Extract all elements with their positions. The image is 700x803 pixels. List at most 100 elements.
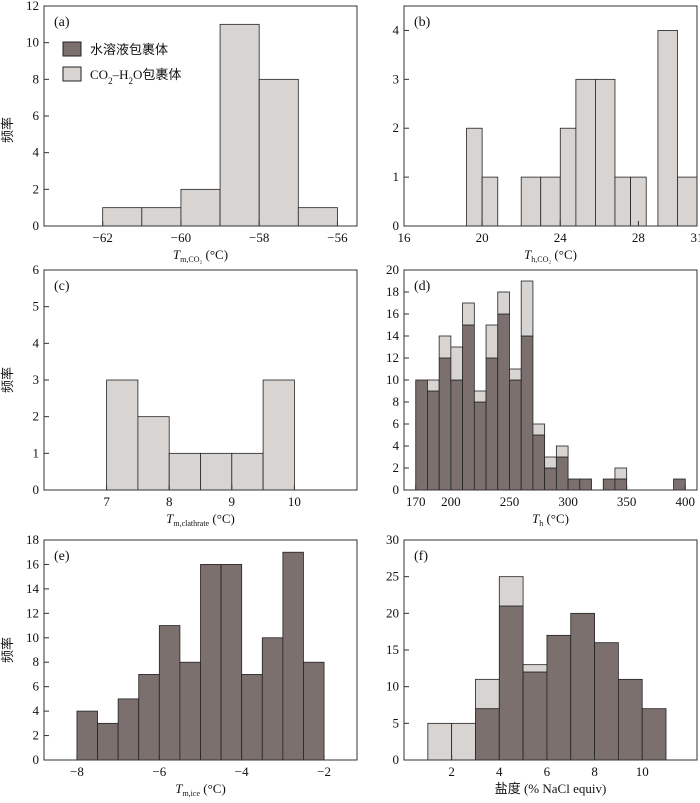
xtick-label-e-1: −6 [152, 764, 166, 779]
ytick-label-f-3: 15 [386, 642, 399, 657]
panel-d: 0 2 4 6 8 10 12 14 16 18 20 170 200 250 300 350 400 (d) Th… [386, 262, 698, 528]
bar-aqueous-d-0 [415, 379, 428, 491]
ytick-label-f-0: 0 [393, 752, 400, 767]
ytick-label-a-5: 10 [26, 35, 39, 50]
bar-co2-d-8 [509, 368, 522, 381]
legend-label-aqueous: 水溶液包裹体 [90, 42, 168, 57]
xtick-label-c-2: 9 [229, 494, 236, 509]
xtick-label-d-2: 250 [500, 494, 520, 509]
ytick-label-f-4: 20 [386, 605, 399, 620]
bar-co2-b-0 [466, 127, 483, 227]
bar-co2-b-10 [677, 176, 698, 227]
ytick-label-d-10: 20 [386, 262, 399, 277]
bar-co2-f-3 [498, 576, 524, 607]
bar-co2-a-1 [141, 207, 182, 227]
bar-co2-b-5 [575, 78, 596, 227]
ytick-label-a-3: 6 [33, 108, 40, 123]
bar-aqueous-e-9 [261, 637, 284, 761]
ytick-label-d-3: 6 [393, 416, 400, 431]
legend-swatch-co2 [62, 66, 82, 82]
bar-aqueous-e-6 [200, 564, 222, 761]
ytick-label-a-0: 0 [33, 218, 40, 233]
bar-aqueous-f-7 [594, 642, 619, 761]
bar-aqueous-e-7 [220, 564, 243, 761]
ytick-label-a-4: 8 [33, 71, 40, 86]
bar-aqueous-d-15 [602, 478, 616, 491]
bar-aqueous-e-10 [282, 551, 304, 761]
bar-aqueous-d-16 [614, 478, 628, 491]
bar-co2-c-1 [137, 416, 170, 491]
ytick-label-f-1: 5 [393, 715, 400, 730]
xtick-label-f-2: 6 [544, 764, 551, 779]
bar-co2-f-1 [451, 722, 476, 761]
bar-aqueous-f-9 [641, 708, 667, 761]
bar-co2-a-3 [219, 23, 260, 227]
xtick-label-f-1: 4 [496, 764, 503, 779]
xtick-label-a-3: −56 [327, 230, 348, 245]
ytick-label-d-1: 2 [393, 460, 400, 475]
bar-co2-d-9 [520, 280, 534, 337]
bar-aqueous-d-17 [673, 478, 686, 491]
bar-aqueous-e-4 [158, 625, 181, 761]
xtick-label-d-5: 400 [676, 494, 696, 509]
ytick-label-c-0: 0 [33, 482, 40, 497]
xtick-label-f-4: 10 [636, 764, 649, 779]
bar-aqueous-d-8 [509, 379, 522, 491]
bar-co2-f-0 [427, 722, 453, 761]
bar-aqueous-d-2 [438, 357, 452, 491]
bar-aqueous-d-9 [520, 335, 534, 491]
panel-label-c: (c) [54, 279, 70, 294]
xlabel-b: Th,CO₂ (°C) [524, 247, 577, 264]
ytick-label-c-6: 6 [33, 262, 40, 277]
xtick-label-a-1: −60 [171, 230, 191, 245]
ytick-label-e-0: 0 [33, 752, 40, 767]
bar-co2-f-4 [522, 664, 548, 673]
ytick-label-e-9: 18 [26, 532, 39, 547]
ylabel-a: 频率 [0, 117, 15, 143]
xtick-label-b-1: 20 [476, 230, 489, 245]
ytick-label-e-5: 10 [26, 630, 39, 645]
bar-co2-d-2 [438, 335, 452, 359]
bar-aqueous-d-5 [473, 401, 487, 491]
xtick-label-a-0: −62 [93, 230, 113, 245]
bar-co2-a-4 [258, 78, 299, 227]
xlabel-d: Th (°C) [532, 511, 569, 528]
bar-aqueous-e-5 [179, 661, 201, 761]
bar-co2-c-4 [231, 452, 264, 491]
bar-aqueous-f-6 [570, 612, 595, 761]
bar-co2-b-4 [559, 127, 577, 227]
xtick-label-b-3: 28 [632, 230, 645, 245]
bar-co2-c-2 [168, 452, 201, 491]
ytick-label-b-0: 0 [393, 218, 400, 233]
xtick-label-d-1: 200 [441, 494, 461, 509]
bar-aqueous-e-3 [138, 674, 160, 761]
bar-aqueous-d-3 [450, 379, 464, 491]
bar-co2-d-1 [427, 379, 440, 392]
ytick-label-b-2: 2 [393, 120, 400, 135]
xtick-label-d-0: 170 [406, 494, 426, 509]
bar-co2-d-3 [450, 346, 464, 381]
bar-aqueous-e-11 [303, 661, 325, 761]
ytick-label-e-3: 6 [33, 679, 40, 694]
ytick-label-c-5: 5 [33, 299, 40, 314]
bar-co2-d-16 [614, 467, 628, 480]
ytick-label-d-8: 16 [386, 306, 400, 321]
bar-aqueous-d-1 [427, 390, 440, 491]
bar-co2-b-2 [520, 176, 542, 227]
bar-co2-b-1 [481, 176, 499, 227]
ytick-label-f-6: 30 [386, 532, 399, 547]
panel-label-a: (a) [54, 15, 70, 30]
bar-aqueous-d-7 [497, 313, 510, 491]
panel-label-f: (f) [414, 549, 428, 564]
ytick-label-d-0: 0 [393, 482, 400, 497]
ytick-label-c-3: 3 [33, 372, 40, 387]
ytick-label-e-8: 16 [26, 556, 40, 571]
xlabel-a: Tm,CO₂ (°C) [173, 247, 228, 264]
bar-co2-b-6 [595, 78, 616, 227]
xtick-label-f-0: 2 [448, 764, 455, 779]
ytick-label-b-3: 3 [393, 71, 400, 86]
bar-aqueous-f-4 [522, 671, 548, 761]
ytick-label-a-1: 2 [33, 181, 40, 196]
ytick-label-d-5: 10 [386, 372, 399, 387]
bar-co2-c-5 [262, 379, 295, 491]
